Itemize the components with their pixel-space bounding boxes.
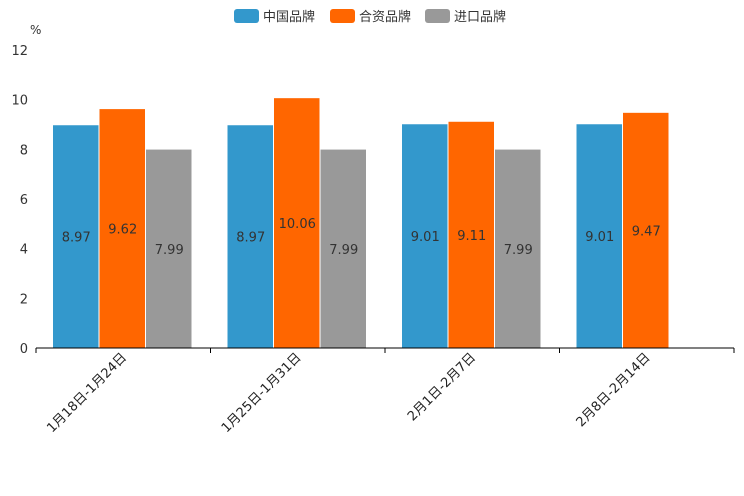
data-label: 10.06 xyxy=(279,217,316,232)
y-tick-label: 8 xyxy=(20,143,28,158)
data-labels: 8.97 8.97 9.01 9.01 9.62 10.06 9.11 9.47 7.99 7.9… xyxy=(62,217,661,258)
bar xyxy=(99,109,145,348)
bar xyxy=(576,124,622,348)
x-category-label: 1月18日-1月24日 xyxy=(44,350,130,436)
x-category-label: 1月25日-1月31日 xyxy=(219,350,305,436)
legend-swatch xyxy=(330,9,355,23)
y-axis-unit-label: % xyxy=(30,23,41,37)
data-label: 9.62 xyxy=(108,223,137,238)
y-tick-label: 4 xyxy=(20,243,28,258)
bar xyxy=(320,149,366,348)
y-tick-label: 12 xyxy=(11,44,28,59)
bar xyxy=(495,149,541,348)
legend-label: 进口品牌 xyxy=(454,9,506,25)
bar xyxy=(146,149,192,348)
y-tick-label: 0 xyxy=(20,342,28,357)
bar xyxy=(227,125,273,349)
x-category-label: 2月8日-2月14日 xyxy=(574,350,654,430)
data-label: 8.97 xyxy=(236,231,265,246)
data-label: 9.01 xyxy=(411,230,440,245)
bar xyxy=(402,124,448,348)
bar xyxy=(53,125,99,349)
data-label: 7.99 xyxy=(504,243,533,258)
legend: 中国品牌 合资品牌 进口品牌 xyxy=(234,9,506,25)
legend-label: 合资品牌 xyxy=(359,9,411,25)
bars xyxy=(53,98,669,349)
bar xyxy=(274,98,320,348)
legend-swatch xyxy=(234,9,259,23)
data-label: 9.47 xyxy=(632,224,661,239)
legend-swatch xyxy=(425,9,450,23)
y-tick-label: 6 xyxy=(20,193,28,208)
bar xyxy=(448,121,494,348)
data-label: 9.01 xyxy=(585,230,614,245)
y-axis-ticks: 0 2 4 6 8 10 12 xyxy=(11,44,28,357)
data-label: 9.11 xyxy=(457,229,486,244)
bar xyxy=(623,112,669,348)
data-label: 8.97 xyxy=(62,231,91,246)
y-tick-label: 2 xyxy=(20,292,28,307)
legend-label: 中国品牌 xyxy=(263,9,315,25)
data-label: 7.99 xyxy=(329,243,358,258)
x-category-label: 2月1日-2月7日 xyxy=(405,350,479,424)
x-axis: 1月18日-1月24日 1月25日-1月31日 2月1日-2月7日 2月8日-2月14… xyxy=(35,347,735,436)
y-tick-label: 10 xyxy=(11,94,28,109)
data-label: 7.99 xyxy=(155,243,184,258)
